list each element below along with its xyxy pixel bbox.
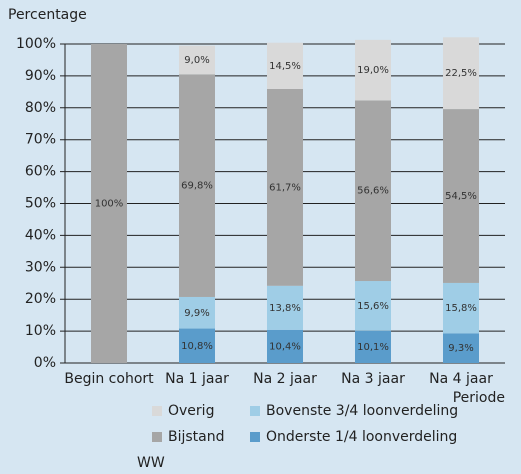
value-label: 15,8% [445, 303, 477, 314]
value-label: 10,4% [269, 341, 301, 352]
x-tick-label: Na 3 jaar [341, 371, 405, 387]
legend-label: WW [137, 455, 165, 471]
bar-segment [267, 329, 303, 363]
bar-segment [179, 328, 215, 363]
value-label: 22,5% [445, 68, 477, 79]
bar-segment [91, 44, 127, 363]
y-tick-label: 90% [25, 68, 56, 84]
value-label: 69,8% [181, 181, 213, 192]
legend-label: Bovenste 3/4 loonverdeling [266, 403, 458, 419]
value-label: 15,6% [357, 301, 389, 312]
value-label: 14,5% [269, 61, 301, 72]
bar-segment [267, 285, 303, 330]
y-tick-label: 10% [25, 323, 56, 339]
value-label: 10,8% [181, 341, 213, 352]
bar-segment [267, 88, 303, 286]
legend-label: Overig [168, 403, 214, 419]
x-tick-label: Na 1 jaar [165, 371, 229, 387]
value-label: 54,5% [445, 191, 477, 202]
bar-segment [355, 281, 391, 331]
bar-segment [179, 296, 215, 329]
value-label: 61,7% [269, 182, 301, 193]
value-label: 9,9% [184, 308, 209, 319]
legend-swatch [250, 406, 260, 416]
value-label: 9,3% [448, 343, 473, 354]
legend-label: Bijstand [168, 429, 225, 445]
bar-segment [443, 333, 479, 363]
value-label: 19,0% [357, 65, 389, 76]
value-label: 100% [95, 199, 124, 210]
y-tick-label: 30% [25, 259, 56, 275]
y-tick-label: 100% [16, 36, 56, 52]
x-tick-label: Na 4 jaar [429, 371, 493, 387]
bar-segment [179, 74, 215, 297]
value-label: 9,0% [184, 55, 209, 66]
x-axis-label: Periode [453, 390, 505, 406]
bar-segment [355, 330, 391, 363]
bar-segment [443, 37, 479, 110]
x-tick-label: Begin cohort [64, 371, 154, 387]
y-tick-label: 20% [25, 291, 56, 307]
y-axis-label: Percentage [8, 7, 87, 23]
y-tick-label: 40% [25, 227, 56, 243]
y-tick-label: 50% [25, 196, 56, 212]
bar-segment [179, 45, 215, 75]
value-label: 56,6% [357, 186, 389, 197]
y-tick-label: 80% [25, 100, 56, 116]
y-tick-label: 70% [25, 132, 56, 148]
value-label: 13,8% [269, 303, 301, 314]
bar-segment [355, 100, 391, 282]
bar-segment [443, 282, 479, 334]
y-tick-label: 0% [34, 355, 56, 371]
x-tick-label: Na 2 jaar [253, 371, 317, 387]
bar-segment [355, 39, 391, 101]
legend-swatch [152, 406, 162, 416]
legend-label: Onderste 1/4 loonverdeling [266, 429, 457, 445]
bar-segment [443, 109, 479, 283]
bar-segment [267, 42, 303, 89]
legend-swatch [152, 432, 162, 442]
value-label: 10,1% [357, 342, 389, 353]
y-tick-label: 60% [25, 164, 56, 180]
legend-swatch [250, 432, 260, 442]
